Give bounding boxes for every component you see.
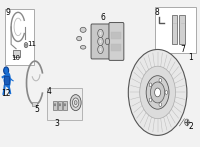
- Circle shape: [150, 82, 165, 103]
- Bar: [32, 102, 37, 106]
- Bar: [111, 32, 121, 39]
- Circle shape: [99, 39, 102, 44]
- Bar: [47, 88, 82, 120]
- Circle shape: [105, 38, 110, 45]
- FancyBboxPatch shape: [91, 24, 110, 59]
- Text: 3: 3: [54, 119, 59, 128]
- Circle shape: [74, 101, 77, 105]
- Text: 4: 4: [46, 87, 51, 96]
- Circle shape: [98, 29, 103, 37]
- Circle shape: [59, 104, 61, 106]
- Circle shape: [25, 44, 27, 46]
- Circle shape: [155, 88, 161, 97]
- Bar: [155, 6, 196, 53]
- Text: 6: 6: [101, 13, 106, 22]
- Text: 12: 12: [2, 89, 11, 98]
- Bar: [63, 101, 67, 110]
- Circle shape: [54, 104, 56, 106]
- Circle shape: [70, 95, 81, 111]
- Text: 1: 1: [188, 53, 193, 62]
- Bar: [13, 50, 20, 57]
- Circle shape: [128, 50, 187, 135]
- Text: 10: 10: [12, 55, 21, 61]
- Bar: [53, 101, 57, 110]
- Text: 8: 8: [155, 8, 159, 17]
- Circle shape: [4, 67, 9, 74]
- Circle shape: [99, 47, 102, 51]
- Bar: [58, 101, 62, 110]
- Polygon shape: [4, 73, 10, 87]
- Text: 11: 11: [27, 41, 36, 47]
- Circle shape: [140, 66, 175, 119]
- Circle shape: [159, 103, 162, 107]
- Text: 5: 5: [34, 105, 39, 114]
- Text: 9: 9: [6, 8, 11, 17]
- Ellipse shape: [80, 45, 86, 49]
- FancyBboxPatch shape: [109, 22, 124, 60]
- Circle shape: [24, 42, 28, 48]
- Ellipse shape: [77, 36, 82, 41]
- Circle shape: [165, 91, 168, 94]
- Bar: [172, 15, 177, 44]
- Circle shape: [98, 37, 103, 46]
- Bar: [111, 44, 121, 51]
- Text: 7: 7: [180, 45, 185, 54]
- Circle shape: [72, 98, 79, 107]
- Circle shape: [159, 78, 162, 82]
- Ellipse shape: [80, 27, 86, 32]
- Circle shape: [64, 104, 66, 106]
- Bar: [5, 9, 34, 65]
- Bar: [179, 15, 185, 44]
- Circle shape: [99, 31, 102, 35]
- Text: 2: 2: [188, 122, 193, 131]
- Circle shape: [149, 83, 152, 87]
- Circle shape: [146, 76, 169, 109]
- Circle shape: [149, 98, 152, 102]
- FancyBboxPatch shape: [4, 76, 9, 85]
- Circle shape: [98, 45, 103, 54]
